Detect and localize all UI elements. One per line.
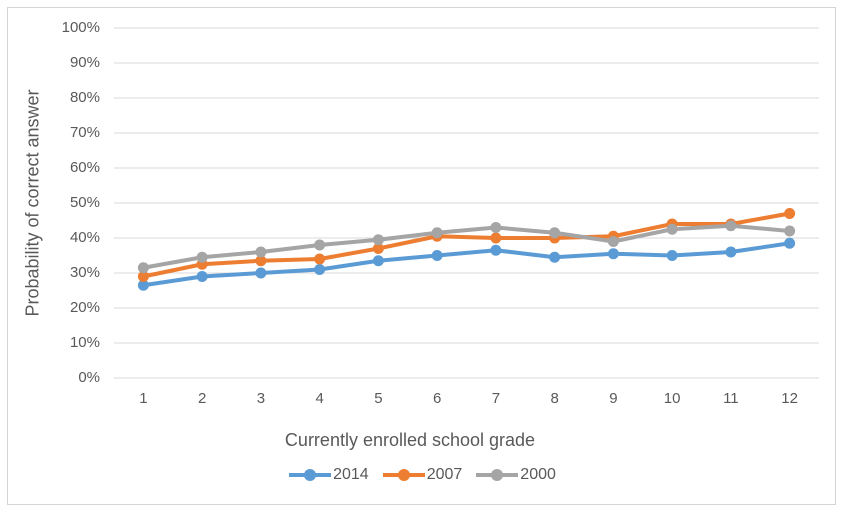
data-point: [137, 279, 149, 291]
data-point: [784, 225, 796, 237]
data-point: [607, 248, 619, 260]
data-point: [196, 271, 208, 282]
legend-label: 2007: [426, 466, 463, 483]
y-tick-label: 10%: [69, 334, 100, 351]
x-tick-label: 3: [256, 390, 266, 407]
x-tick-label: 1: [139, 390, 148, 407]
data-point: [314, 264, 326, 275]
y-axis-title: Probability of correct answer: [22, 89, 43, 317]
series-line-2007: [141, 211, 792, 279]
legend-label: 2014: [333, 466, 369, 483]
data-point: [784, 208, 796, 219]
legend-label: 2000: [520, 466, 556, 483]
y-tick-label: 0%: [78, 369, 100, 386]
y-tick-label: 100%: [61, 19, 100, 36]
x-axis-title: Currently enrolled school grade: [284, 430, 536, 450]
data-point: [725, 220, 737, 232]
x-tick-label: 2: [197, 390, 207, 407]
y-tick-label: 70%: [69, 124, 100, 141]
data-point: [607, 236, 619, 247]
data-point: [372, 234, 384, 246]
y-tick-label: 80%: [69, 89, 100, 106]
y-tick-label: 50%: [69, 194, 100, 211]
data-point: [549, 227, 561, 239]
data-point: [490, 222, 502, 233]
legend-item-2007: 2007: [382, 466, 463, 484]
data-point: [137, 262, 149, 274]
data-point: [314, 253, 326, 265]
series-line-2000: [141, 223, 792, 270]
data-point: [255, 267, 267, 279]
x-tick-label: 5: [374, 390, 383, 407]
series-markers-2007: [137, 208, 796, 282]
legend-line-marker-icon: [289, 469, 332, 481]
y-tick-label: 20%: [69, 299, 100, 316]
x-tick-label: 7: [491, 390, 501, 407]
series-markers-2000: [137, 220, 796, 274]
legend-item-2014: 2014: [289, 466, 369, 484]
y-tick-label: 40%: [69, 229, 100, 246]
data-point: [490, 244, 502, 256]
data-point: [431, 250, 443, 261]
legend: 2014 2007 2000: [7, 466, 838, 484]
series-line-2014: [141, 241, 792, 288]
x-tick-label: 4: [315, 390, 324, 407]
data-point: [549, 251, 561, 263]
legend-line-marker-icon: [382, 469, 425, 481]
data-point: [725, 246, 737, 258]
y-tick-label: 30%: [69, 264, 100, 281]
x-tick-label: 9: [609, 390, 618, 407]
data-point: [784, 237, 796, 249]
data-point: [255, 255, 267, 267]
x-tick-label: 10: [663, 390, 681, 407]
data-point: [666, 223, 678, 235]
x-tick-label: 11: [723, 390, 739, 407]
data-point: [431, 227, 443, 239]
data-point: [372, 255, 384, 267]
y-tick-label: 60%: [69, 159, 100, 176]
data-point: [314, 239, 326, 251]
y-tick-label: 90%: [69, 54, 100, 71]
x-tick-label: 8: [550, 390, 559, 407]
data-point: [255, 246, 267, 258]
legend-line-marker-icon: [476, 469, 519, 481]
legend-item-2000: 2000: [476, 466, 556, 484]
x-tick-label: 12: [781, 390, 798, 407]
data-point: [490, 232, 502, 244]
data-point: [137, 271, 149, 282]
x-tick-label: 6: [432, 390, 442, 407]
data-point: [372, 243, 384, 254]
data-point: [666, 250, 678, 261]
data-point: [196, 251, 208, 263]
series-markers-2014: [137, 237, 796, 291]
